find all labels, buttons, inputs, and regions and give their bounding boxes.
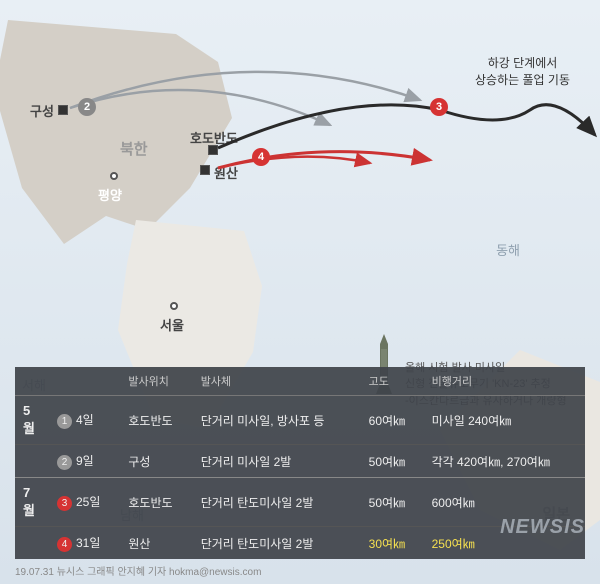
cell-loc: 호도반도 [120, 396, 192, 445]
row-badge: 3 [57, 496, 72, 511]
row-badge: 1 [57, 414, 72, 429]
cell-month [15, 527, 49, 560]
col-alt: 고도 [361, 367, 424, 396]
sea-label-east: 동해 [496, 240, 520, 259]
region-label-nk: 북한 [120, 138, 148, 159]
cell-alt: 50여㎞ [361, 445, 424, 478]
label-wonsan: 원산 [214, 163, 238, 182]
table-row: 5월14일호도반도단거리 미사일, 방사포 등60여㎞미사일 240여㎞ [15, 396, 585, 445]
col-body: 발사체 [193, 367, 361, 396]
cell-month: 7월 [15, 478, 49, 527]
label-pyongyang: 평양 [98, 185, 122, 204]
col-loc: 발사위치 [120, 367, 192, 396]
badge-4-map: 4 [252, 148, 270, 166]
label-guseong: 구성 [30, 101, 54, 120]
col-dist: 비행거리 [424, 367, 585, 396]
cell-body: 단거리 미사일 2발 [193, 445, 361, 478]
badge-2-map: 2 [78, 98, 96, 116]
table-header-row: 발사위치 발사체 고도 비행거리 [15, 367, 585, 396]
table-row: 29일구성단거리 미사일 2발50여㎞각각 420여㎞, 270여㎞ [15, 445, 585, 478]
cell-loc: 원산 [120, 527, 192, 560]
row-badge: 2 [57, 455, 72, 470]
cell-alt: 60여㎞ [361, 396, 424, 445]
cell-body: 단거리 미사일, 방사포 등 [193, 396, 361, 445]
row-badge: 4 [57, 537, 72, 552]
cell-month [15, 445, 49, 478]
col-month [15, 367, 49, 396]
cell-body: 단거리 탄도미사일 2발 [193, 527, 361, 560]
newsis-logo: NEWSIS [500, 516, 585, 539]
cell-loc: 구성 [120, 445, 192, 478]
col-date [49, 367, 120, 396]
cell-date: 431일 [49, 527, 120, 560]
cell-date: 29일 [49, 445, 120, 478]
cell-date: 14일 [49, 396, 120, 445]
cell-date: 325일 [49, 478, 120, 527]
footer-credit: 19.07.31 뉴시스 그래픽 안지혜 기자 hokma@newsis.com [15, 563, 261, 578]
cell-alt: 50여㎞ [361, 478, 424, 527]
cell-body: 단거리 탄도미사일 2발 [193, 478, 361, 527]
cell-dist: 미사일 240여㎞ [424, 396, 585, 445]
cell-alt: 30여㎞ [361, 527, 424, 560]
cell-month: 5월 [15, 396, 49, 445]
infographic-container: 올해 북한 미사일 발사 일지 합참발표 기준 동해 서해 남해 북한 일본 구… [0, 0, 600, 584]
label-hodo: 호도반도 [190, 128, 238, 147]
pullup-annotation: 하강 단계에서 상승하는 풀업 기동 [475, 55, 570, 89]
badge-3-map: 3 [430, 98, 448, 116]
label-seoul: 서울 [160, 315, 184, 334]
marker-pyongyang [110, 172, 118, 180]
cell-dist: 각각 420여㎞, 270여㎞ [424, 445, 585, 478]
marker-seoul [170, 302, 178, 310]
marker-guseong [58, 105, 68, 115]
marker-wonsan [200, 165, 210, 175]
cell-loc: 호도반도 [120, 478, 192, 527]
